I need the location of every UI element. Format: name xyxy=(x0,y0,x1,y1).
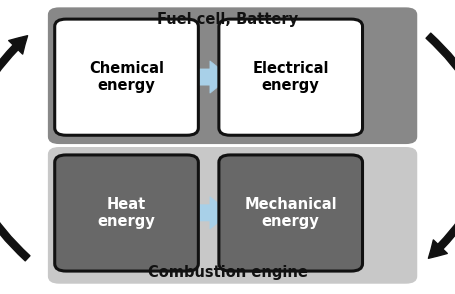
Text: Fuel cell, Battery: Fuel cell, Battery xyxy=(157,12,298,27)
Polygon shape xyxy=(187,197,230,229)
FancyBboxPatch shape xyxy=(48,7,416,144)
FancyBboxPatch shape xyxy=(48,147,416,284)
FancyBboxPatch shape xyxy=(218,155,362,271)
FancyArrowPatch shape xyxy=(425,33,455,258)
Polygon shape xyxy=(187,61,230,93)
Text: Chemical
energy: Chemical energy xyxy=(89,61,164,93)
FancyBboxPatch shape xyxy=(55,19,198,135)
FancyBboxPatch shape xyxy=(55,155,198,271)
FancyBboxPatch shape xyxy=(218,19,362,135)
Text: Combustion engine: Combustion engine xyxy=(148,265,307,280)
Text: Mechanical
energy: Mechanical energy xyxy=(244,197,336,229)
Text: Heat
energy: Heat energy xyxy=(97,197,155,229)
Text: Electrical
energy: Electrical energy xyxy=(252,61,328,93)
FancyArrowPatch shape xyxy=(0,36,30,261)
